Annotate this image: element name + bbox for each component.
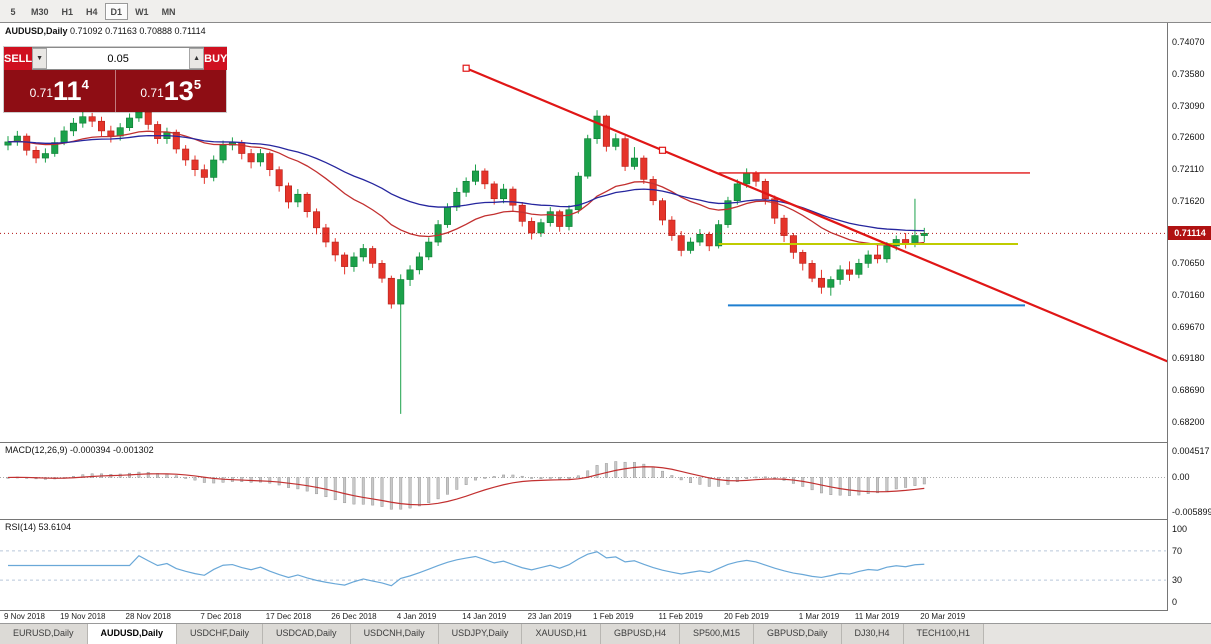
chart-tab-dj30-h4[interactable]: DJ30,H4	[841, 624, 904, 644]
price-tick: 0.70160	[1172, 290, 1205, 301]
sell-price[interactable]: 0.71 11 4	[4, 70, 115, 112]
ma-slow-line	[7, 134, 925, 232]
price-tick: 0.73580	[1172, 69, 1205, 80]
timeframe-button-m30[interactable]: M30	[31, 6, 49, 17]
chart-tab-tech100-h1[interactable]: TECH100,H1	[903, 624, 985, 644]
price-tick: 0.72110	[1172, 164, 1204, 175]
volume-control: ▼ ▲	[32, 47, 205, 70]
rsi-line	[8, 551, 925, 587]
date-tick: 20 Feb 2019	[723, 612, 769, 621]
buy-price-prefix: 0.71	[140, 86, 164, 100]
buy-price[interactable]: 0.71 13 5	[114, 70, 227, 112]
rsi-axis-tick: 30	[1172, 575, 1183, 586]
date-tick: 11 Mar 2019	[854, 612, 900, 621]
price-axis[interactable]: 0.74070 0.73580 0.73090 0.72600 0.72110 0.716…	[1167, 23, 1211, 611]
sell-price-point: 4	[81, 77, 89, 92]
chart-tab-gbpusd-daily[interactable]: GBPUSD,Daily	[754, 624, 842, 644]
date-tick: 4 Jan 2019	[396, 612, 437, 621]
chart-title: AUDUSD,Daily 0.71092 0.71163 0.70888 0.7…	[5, 26, 206, 36]
price-tick: 0.70650	[1172, 258, 1205, 269]
rsi-label: RSI(14) 53.6104	[5, 522, 72, 532]
date-tick: 1 Feb 2019	[593, 612, 634, 621]
timeframe-button-5[interactable]: 5	[10, 6, 16, 17]
buy-price-pips: 13	[163, 76, 194, 106]
chart-tab-usdchf-daily[interactable]: USDCHF,Daily	[177, 624, 264, 644]
timeframe-button-w1[interactable]: W1	[135, 6, 149, 17]
date-tick: 20 Mar 2019	[920, 612, 966, 621]
macd-chart[interactable]	[0, 443, 1167, 520]
macd-signal-line	[7, 466, 925, 506]
price-tick: 0.73090	[1172, 100, 1205, 111]
current-price-label: 0.71114	[1168, 226, 1211, 241]
rsi-axis-tick: 70	[1172, 545, 1183, 556]
macd-axis-tick: 0.00	[1172, 472, 1190, 483]
sell-button[interactable]: SELL	[4, 47, 33, 70]
rsi-chart[interactable]	[0, 520, 1167, 611]
macd-indicator-panel[interactable]: MACD(12,26,9) -0.000394 -0.001302	[0, 443, 1167, 520]
timeframe-button-d1[interactable]: D1	[104, 2, 129, 20]
price-tick: 0.69180	[1172, 353, 1205, 364]
timeframe-button-h1[interactable]: H1	[61, 6, 74, 17]
macd-histogram	[6, 461, 926, 510]
timeframe-toolbar: 5 M30 H1 H4 D1 W1 MN	[0, 0, 1211, 23]
chart-tab-eurusd-daily[interactable]: EURUSD,Daily	[0, 624, 88, 644]
chart-tabs-bar: EURUSD,Daily AUDUSD,Daily USDCHF,Daily USDC…	[0, 623, 1211, 644]
buy-price-point: 5	[193, 77, 202, 92]
buy-button[interactable]: BUY	[204, 47, 228, 70]
price-tick: 0.74070	[1172, 37, 1205, 48]
volume-input[interactable]	[47, 48, 190, 69]
date-tick: 1 Mar 2019	[798, 612, 840, 621]
candles-group	[4, 106, 928, 414]
timeframe-button-h4[interactable]: H4	[86, 6, 98, 17]
date-axis: 9 Nov 2018 19 Nov 2018 28 Nov 2018 7 Dec 20…	[0, 611, 1167, 623]
trendline-handle	[462, 64, 470, 72]
chart-symbol-label: AUDUSD,Daily	[5, 26, 68, 36]
volume-decrease-button[interactable]: ▼	[32, 48, 48, 69]
rsi-indicator-panel[interactable]: RSI(14) 53.6104	[0, 520, 1167, 611]
chart-tab-audusd-daily[interactable]: AUDUSD,Daily	[87, 624, 178, 644]
price-chart-panel[interactable]: AUDUSD,Daily 0.71092 0.71163 0.70888 0.7…	[0, 23, 1167, 443]
descending-trendline	[465, 67, 1167, 363]
date-tick: 23 Jan 2019	[527, 612, 572, 621]
chart-tab-usdjpy-daily[interactable]: USDJPY,Daily	[438, 624, 523, 644]
chart-tab-sp500-m15[interactable]: SP500,M15	[679, 624, 754, 644]
candlestick-chart[interactable]	[0, 23, 1167, 443]
date-tick: 19 Nov 2018	[60, 612, 106, 621]
chart-tab-xauusd-h1[interactable]: XAUUSD,H1	[522, 624, 601, 644]
sell-price-pips: 11	[53, 76, 82, 106]
chart-tab-gbpusd-h4[interactable]: GBPUSD,H4	[600, 624, 680, 644]
date-tick: 9 Nov 2018	[4, 612, 45, 621]
price-tick: 0.68200	[1172, 416, 1205, 427]
macd-axis-tick: 0.004517	[1172, 446, 1210, 456]
timeframe-button-mn[interactable]: MN	[161, 6, 176, 17]
price-tick: 0.72600	[1172, 132, 1205, 143]
date-tick: 28 Nov 2018	[125, 612, 171, 621]
bid-ask-display: 0.71 11 4 0.71 13 5	[4, 70, 226, 112]
volume-increase-button[interactable]: ▲	[189, 48, 205, 69]
ma-fast-line	[7, 130, 925, 246]
date-tick: 17 Dec 2018	[265, 612, 312, 621]
price-tick: 0.71620	[1172, 195, 1205, 206]
date-tick: 26 Dec 2018	[331, 612, 377, 621]
rsi-axis-tick: 0	[1172, 597, 1178, 607]
macd-axis-tick: -0.005899	[1172, 507, 1211, 517]
rsi-axis-tick: 100	[1172, 524, 1188, 534]
macd-label: MACD(12,26,9) -0.000394 -0.001302	[5, 445, 154, 455]
trendline-handle	[658, 146, 667, 154]
date-tick: 11 Feb 2019	[658, 612, 703, 621]
chart-tab-usdcad-daily[interactable]: USDCAD,Daily	[263, 624, 351, 644]
chart-tab-usdcnh-daily[interactable]: USDCNH,Daily	[350, 624, 439, 644]
price-tick: 0.68690	[1172, 385, 1205, 395]
sell-price-prefix: 0.71	[29, 86, 54, 100]
trade-controls-row: SELL ▼ ▲ BUY	[4, 47, 228, 70]
price-tick: 0.69670	[1172, 321, 1205, 332]
date-tick: 7 Dec 2018	[200, 612, 242, 621]
date-tick: 14 Jan 2019	[462, 612, 507, 621]
chart-ohlc-values: 0.71092 0.71163 0.70888 0.71114	[70, 26, 206, 36]
